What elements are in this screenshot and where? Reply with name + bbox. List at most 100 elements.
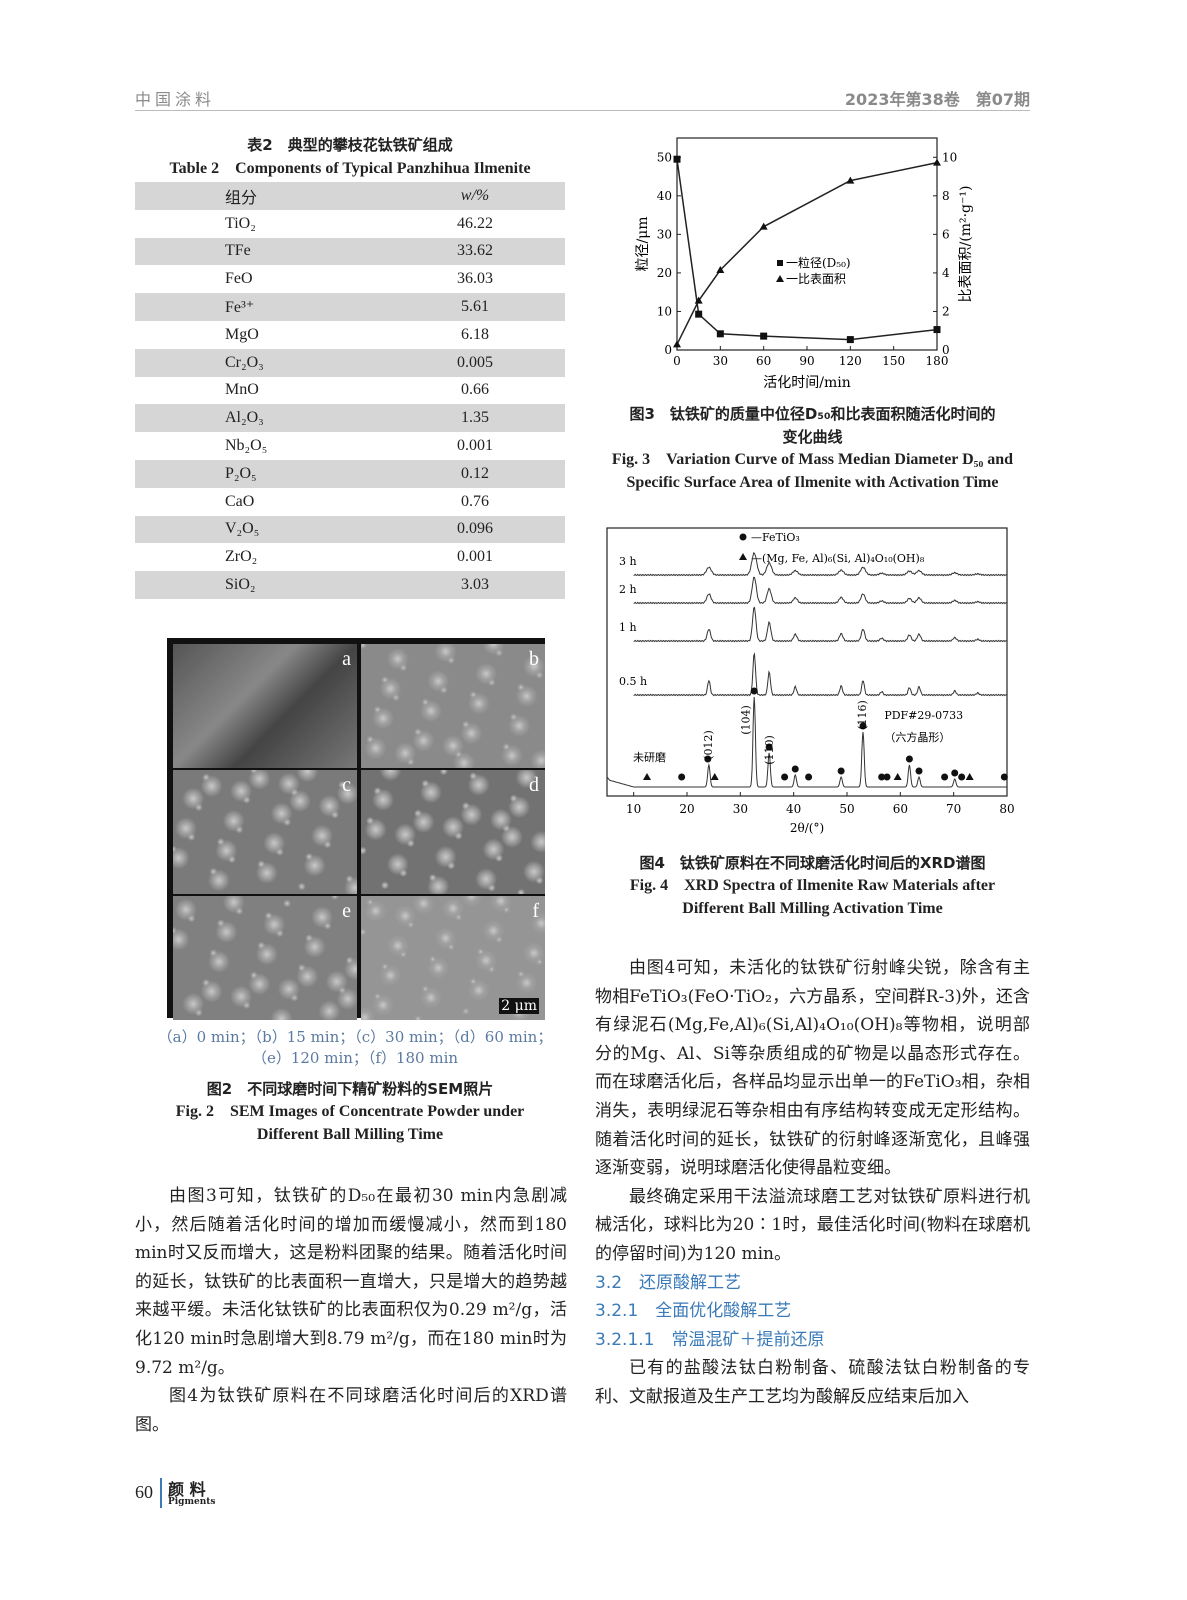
- panel-label: e: [342, 900, 351, 922]
- value-cell: 1.35: [385, 404, 565, 433]
- fig4-title-en-2: Different Ball Milling Activation Time: [682, 900, 943, 917]
- sem-image-grid: a b c d e f 2 μm: [167, 638, 545, 1020]
- x-tick-label: 120: [839, 354, 862, 368]
- fetio3-marker: [915, 767, 923, 775]
- fetio3-marker: [781, 773, 789, 781]
- component-cell: SiO₂: [135, 571, 385, 599]
- data-point-surface-area: [759, 222, 768, 230]
- data-point-surface-area: [694, 296, 703, 304]
- left-body-text: 由图3可知，钛铁矿的D₅₀在最初30 min内急剧减小，然后随着活化时间的增加而…: [135, 1182, 567, 1439]
- x-tick-label: 10: [626, 802, 641, 816]
- section-heading-3-2: 3.2 还原酸解工艺: [595, 1272, 742, 1293]
- data-point-surface-area: [933, 158, 941, 166]
- fetio3-marker: [805, 773, 813, 781]
- fetio3-marker: [765, 743, 773, 751]
- component-cell: MgO: [225, 325, 259, 343]
- fetio3-marker: [951, 769, 959, 777]
- component-cell: Nb₂O₅: [225, 437, 268, 455]
- series-label: 3 h: [619, 555, 637, 568]
- y2-tick-label: 10: [942, 150, 957, 164]
- panel-label: a: [342, 648, 351, 670]
- legend-marker: [776, 275, 784, 282]
- xrd-trace-3h: [633, 552, 1007, 577]
- chlorite-marker: [893, 773, 902, 780]
- paragraph: 已有的盐酸法钛白粉制备、硫酸法钛白粉制备的专利、文献报道及生产工艺均为酸解反应结…: [595, 1358, 1030, 1407]
- table-header-row: 组分 w/%: [135, 182, 565, 210]
- value-cell: 3.03: [385, 571, 565, 599]
- legend-label: 一粒径(D₅₀): [786, 255, 851, 270]
- legend-marker-triangle: [739, 553, 747, 560]
- panel-label: d: [529, 774, 539, 796]
- page-number: 60: [135, 1482, 153, 1502]
- table2-title-cn: 表2 典型的攀枝花钛铁矿组成: [247, 136, 453, 154]
- chlorite-marker: [710, 773, 719, 780]
- y-axis-label: 粒径/μm: [635, 216, 651, 271]
- data-point-d50: [673, 155, 681, 163]
- table-row: CaO 0.76: [135, 488, 565, 516]
- paragraph: 图4为钛铁矿原料在不同球磨活化时间后的XRD谱图。: [135, 1386, 567, 1435]
- table-row: ZrO₂ 0.001: [135, 543, 565, 571]
- component-cell: Al₂O₃: [135, 404, 385, 433]
- legend-label: —(Mg, Fe, Al)₆(Si, Al)₄O₁₀(OH)₈: [751, 552, 925, 565]
- pdf-label: PDF#29-0733: [884, 709, 963, 722]
- series-line-d50: [676, 159, 938, 341]
- panel-label: b: [529, 648, 539, 670]
- fig2-title-en-2: Different Ball Milling Time: [256, 1126, 444, 1143]
- component-cell: V₂O₅: [135, 515, 385, 544]
- fetio3-marker: [958, 773, 966, 781]
- data-point-d50: [716, 330, 724, 338]
- fetio3-marker: [1000, 773, 1008, 781]
- fetio3-marker: [678, 773, 686, 781]
- table2-title-en: Table 2 Components of Typical Panzhihua …: [169, 160, 531, 177]
- component-cell: 组分: [135, 182, 385, 210]
- value-cell: 0.76: [461, 492, 489, 510]
- y2-tick-label: 2: [942, 304, 950, 318]
- hkl-label: (110): [763, 735, 776, 765]
- fig4-title-cn: 图4 钛铁矿原料在不同球磨活化时间后的XRD谱图: [639, 854, 986, 872]
- value-cell: 0.001: [457, 548, 493, 566]
- chlorite-marker: [965, 773, 974, 780]
- table-row: TiO₂ 46.22: [135, 210, 565, 238]
- fig4-chart: 10 20 30 40 50 60 70 80 2θ/(°) —FeTiO₃ —(Mg, Fe, A…: [606, 527, 1015, 835]
- y2-tick-label: 4: [942, 266, 950, 280]
- xrd-trace-2h: [633, 576, 1007, 605]
- fig2-subcaption-2: （e）120 min；（f）180 min: [251, 1049, 459, 1067]
- table-row: SiO₂ 3.03: [135, 571, 565, 599]
- data-point-surface-area: [673, 340, 681, 348]
- table-row: Fe³⁺ 5.61: [135, 293, 565, 321]
- component-cell: TiO₂: [225, 214, 256, 232]
- scale-bar: 2 μm: [499, 998, 539, 1014]
- xrd-trace-0.5h: [633, 652, 1007, 697]
- component-cell: ZrO₂: [225, 548, 258, 566]
- data-point-surface-area: [846, 176, 855, 184]
- component-cell: Fe³⁺: [135, 293, 385, 321]
- value-cell: 46.22: [457, 214, 493, 232]
- legend-marker-circle: [739, 533, 747, 541]
- fetio3-marker: [704, 755, 712, 763]
- data-point-d50: [695, 310, 703, 318]
- table2: 组分 w/% TiO₂ 46.22 TFe 33.62 FeO 36.03 Fe³⁺ 5.61 Mg…: [135, 182, 565, 599]
- series-label: 2 h: [619, 583, 637, 596]
- hkl-label: (116): [856, 700, 869, 730]
- x-tick-label: 50: [839, 802, 854, 816]
- value-cell: 36.03: [457, 270, 493, 288]
- fetio3-marker: [859, 722, 867, 730]
- table-row: Al₂O₃ 1.35: [135, 404, 565, 433]
- chlorite-marker: [643, 773, 651, 780]
- sem-panel-c: c: [173, 770, 357, 894]
- fetio3-marker: [883, 773, 891, 781]
- data-point-d50: [846, 336, 854, 344]
- y-tick-label: 10: [657, 304, 672, 318]
- fig3-chart: 0 30 60 90 120 150 180010203040500246810活化时间/m…: [635, 137, 974, 391]
- value-cell: 0.005: [385, 348, 565, 377]
- x-tick-label: 60: [893, 802, 908, 816]
- x-tick-label: 40: [786, 802, 801, 816]
- hkl-label: (012): [702, 730, 715, 760]
- x-tick-label: 0: [673, 354, 681, 368]
- x-tick-label: 30: [733, 802, 748, 816]
- data-point-d50: [933, 326, 941, 334]
- xrd-trace-1h: [633, 606, 1007, 643]
- sem-panel-e: e: [173, 896, 357, 1020]
- x-axis-label: 活化时间/min: [763, 375, 851, 391]
- table-row: V₂O₅ 0.096: [135, 515, 565, 544]
